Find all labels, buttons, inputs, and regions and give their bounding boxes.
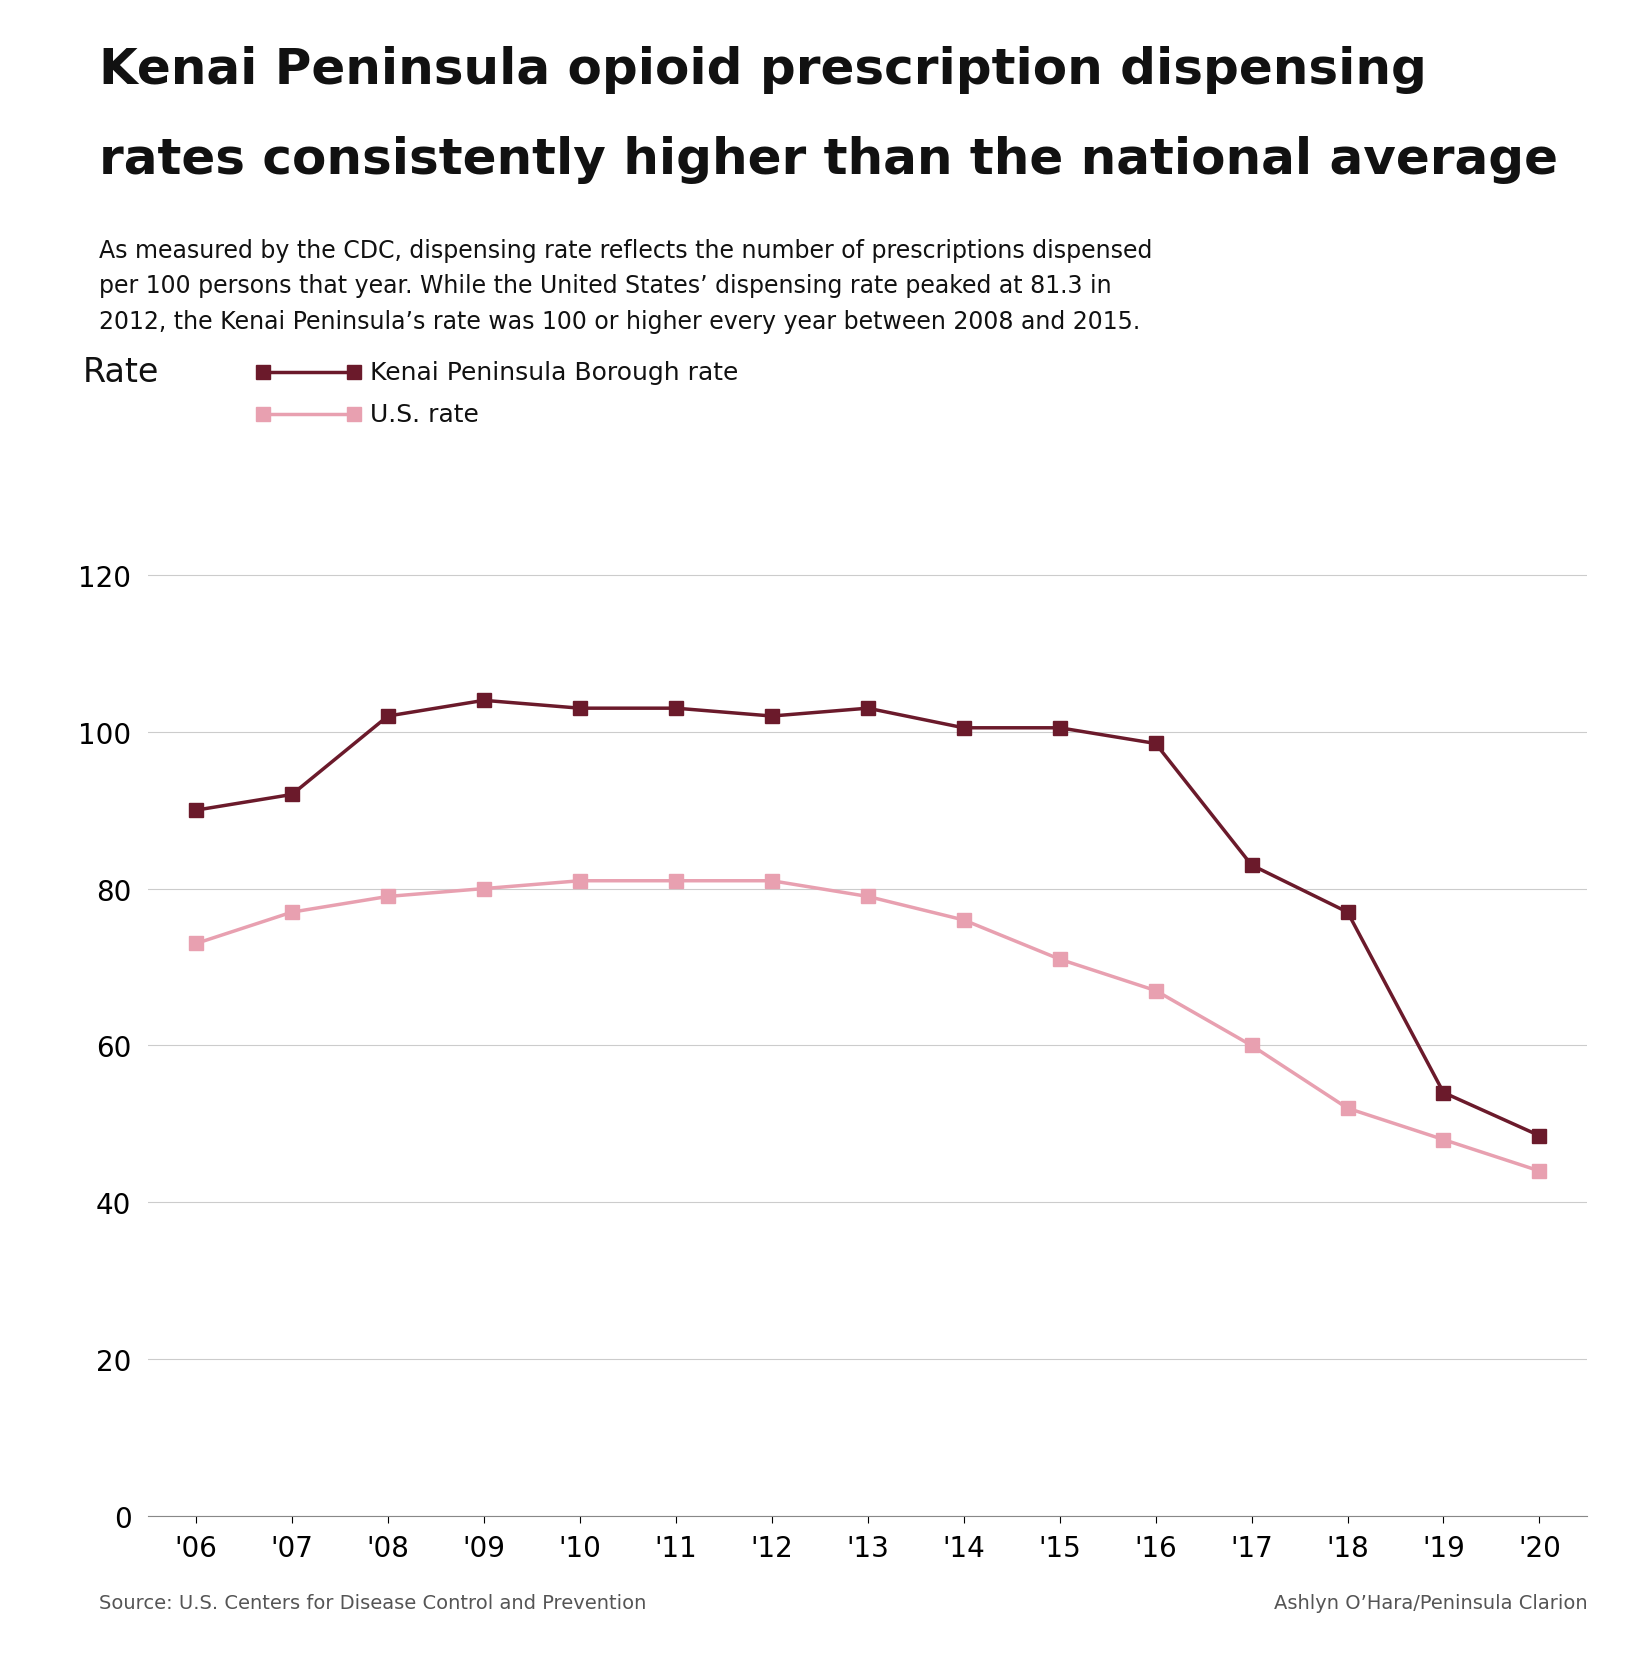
Text: Kenai Peninsula opioid prescription dispensing: Kenai Peninsula opioid prescription disp… [99,46,1426,94]
Text: As measured by the CDC, dispensing rate reflects the number of prescriptions dis: As measured by the CDC, dispensing rate … [99,239,1151,333]
Text: Source: U.S. Centers for Disease Control and Prevention: Source: U.S. Centers for Disease Control… [99,1594,646,1612]
Text: U.S. rate: U.S. rate [370,403,479,426]
Text: Ashlyn O’Hara/Peninsula Clarion: Ashlyn O’Hara/Peninsula Clarion [1273,1594,1587,1612]
Text: rates consistently higher than the national average: rates consistently higher than the natio… [99,136,1558,184]
Text: Rate: Rate [82,356,158,389]
Text: Kenai Peninsula Borough rate: Kenai Peninsula Borough rate [370,361,739,384]
